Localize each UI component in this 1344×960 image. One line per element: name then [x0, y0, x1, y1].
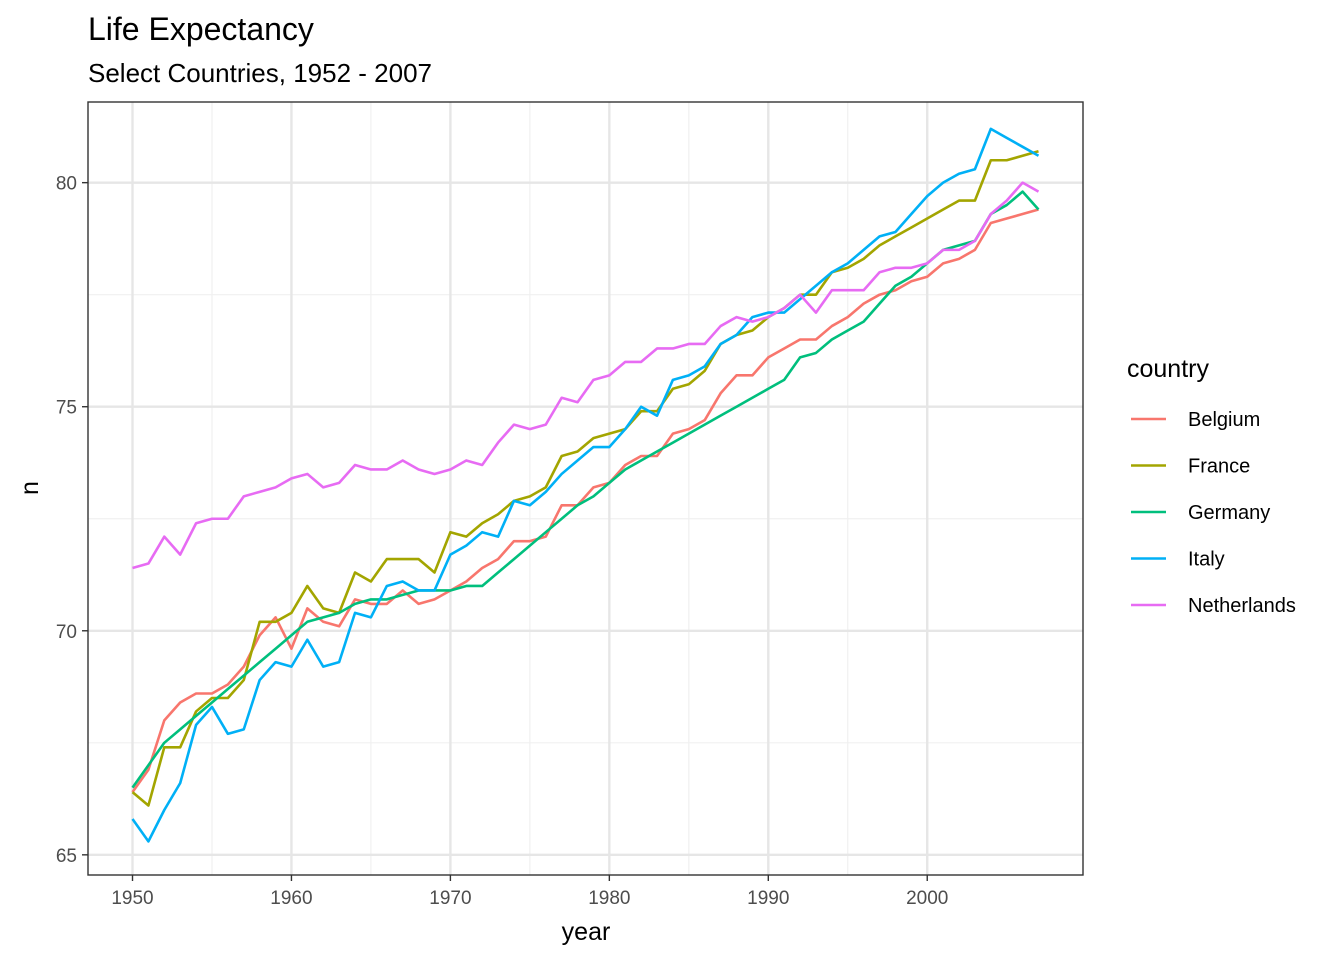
y-tick-label: 70	[56, 622, 77, 643]
legend-label-france: France	[1188, 456, 1250, 478]
x-tick-label: 1980	[588, 888, 630, 909]
y-tick-label: 80	[56, 174, 77, 195]
series-line-netherlands	[132, 181, 1040, 570]
legend: country Belgium France Germany Italy Netherl…	[1127, 355, 1296, 617]
legend-label-italy: Italy	[1188, 549, 1225, 571]
x-tick-label: 1950	[111, 888, 153, 909]
y-tick-label: 75	[56, 398, 77, 419]
series-line-germany	[131, 190, 1040, 789]
legend-label-belgium: Belgium	[1188, 409, 1260, 431]
axes: 1950 1960 1970 1980 1990 2000 65 70 75 80	[56, 101, 1084, 909]
y-axis-title: n	[16, 481, 44, 495]
chart-title: Life Expectancy	[88, 11, 314, 47]
x-tick-label: 1970	[429, 888, 471, 909]
x-tick-label: 2000	[906, 888, 948, 909]
plot-panel	[88, 102, 1083, 875]
chart-subtitle: Select Countries, 1952 - 2007	[88, 58, 432, 88]
legend-title: country	[1127, 355, 1209, 383]
panel-background	[88, 102, 1083, 875]
panel-border	[87, 101, 1084, 876]
series-layer	[131, 127, 1040, 843]
legend-label-germany: Germany	[1188, 502, 1270, 524]
x-tick-label: 1990	[747, 888, 789, 909]
y-tick-label: 65	[56, 846, 77, 867]
series-line-belgium	[131, 208, 1039, 793]
x-axis-title: year	[562, 918, 611, 946]
series-line-italy	[131, 127, 1040, 843]
x-tick-label: 1960	[270, 888, 312, 909]
legend-label-netherlands: Netherlands	[1188, 595, 1296, 617]
series-line-france	[131, 150, 1039, 807]
